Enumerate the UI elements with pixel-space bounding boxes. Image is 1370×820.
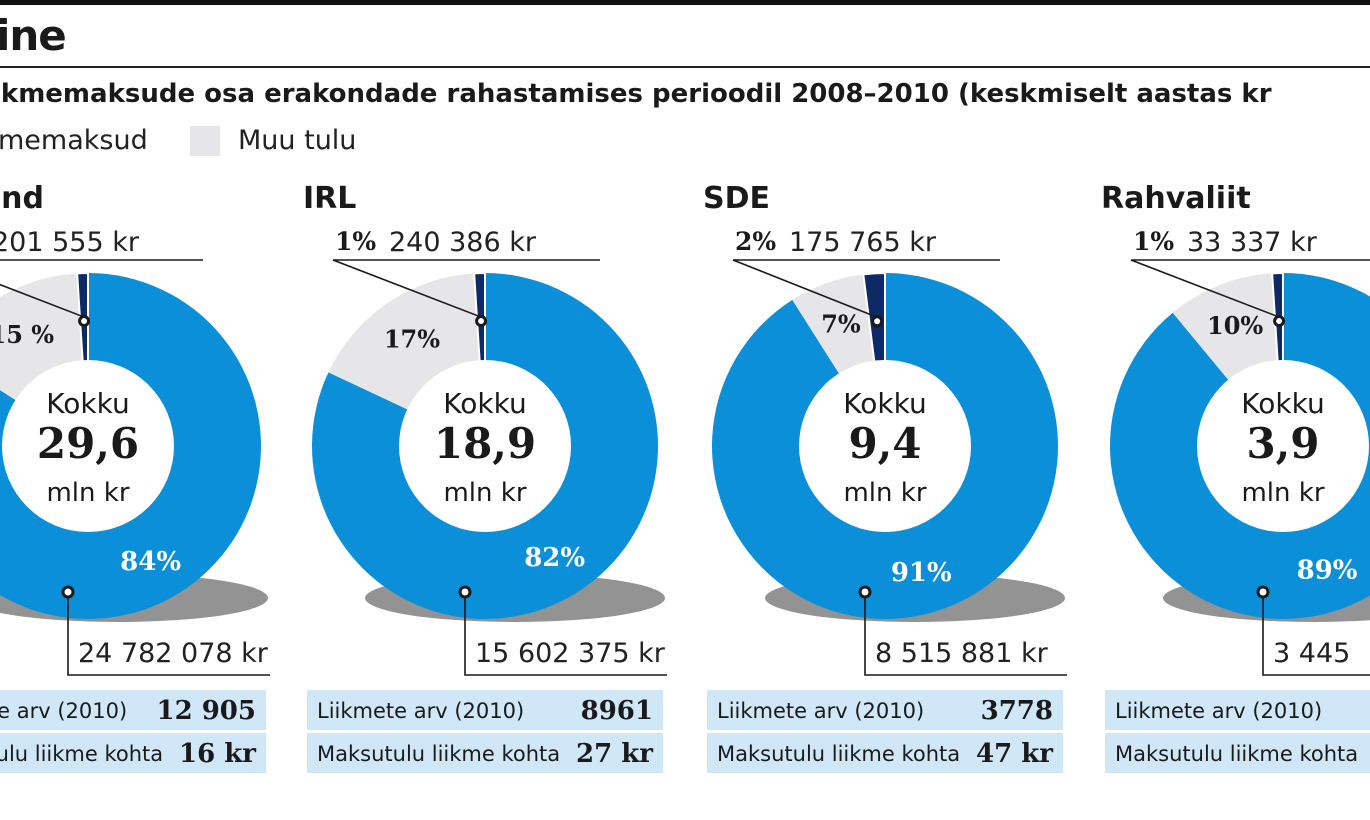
title-divider xyxy=(0,66,1370,68)
table-row-per-member xyxy=(307,733,663,773)
dues-percent-label: 89% xyxy=(1297,555,1358,585)
leader-line-dues xyxy=(864,597,1067,676)
total-value: 29,6 xyxy=(37,419,139,468)
small-amount: 201 555 kr xyxy=(0,227,140,258)
total-value: 3,9 xyxy=(1246,419,1319,468)
total-unit: mln kr xyxy=(1241,478,1324,508)
donut-hole xyxy=(799,360,971,532)
small-amount: 240 386 kr xyxy=(389,227,537,258)
leader-dot-dues xyxy=(458,585,472,599)
leader-line-dues xyxy=(1262,597,1370,676)
table-row-members xyxy=(307,690,663,730)
dues-amount: 15 602 375 kr xyxy=(475,638,666,669)
per-member-label: Maksutulu liikme kohta xyxy=(317,742,560,766)
per-member-label: Maksutulu liikme kohta xyxy=(717,742,960,766)
table-row-members xyxy=(1105,690,1370,730)
leader-line-dues xyxy=(67,597,270,676)
leader-dot-dues xyxy=(61,585,75,599)
chart-subtitle: ikmemaksude osa erakondade rahastamises … xyxy=(0,79,1272,109)
members-value: 8961 xyxy=(581,696,653,726)
dues-percent-label: 82% xyxy=(524,543,585,573)
leader-line-small xyxy=(0,259,203,318)
legend-swatch-other xyxy=(190,126,220,156)
small-amount: 175 765 kr xyxy=(789,227,937,258)
other-percent-label: 10% xyxy=(1207,311,1263,340)
members-label: Liikmete arv (2010) xyxy=(1115,699,1322,723)
donut-hole xyxy=(2,360,174,532)
members-value: 3778 xyxy=(981,696,1053,726)
per-member-value: 47 kr xyxy=(976,739,1053,769)
leader-line-small xyxy=(1130,259,1370,318)
table-row-members xyxy=(707,690,1063,730)
per-member-value: 27 kr xyxy=(576,739,653,769)
leader-line-small xyxy=(332,259,600,318)
total-unit: mln kr xyxy=(46,478,129,508)
total-label: Kokku xyxy=(46,387,129,420)
total-label: Kokku xyxy=(843,387,926,420)
members-label: Liikmete arv (2010) xyxy=(717,699,924,723)
total-label: Kokku xyxy=(1241,387,1324,420)
small-amount: 33 337 kr xyxy=(1187,227,1318,258)
donut-hole xyxy=(1197,360,1369,532)
per-member-label: Maksutulu liikme kohta xyxy=(1115,742,1358,766)
party-name: Rahvaliit xyxy=(1101,181,1251,216)
party-name: IRL xyxy=(303,181,356,216)
legend-other-label: Muu tulu xyxy=(238,125,357,156)
small-percent-label: 1% xyxy=(335,227,376,256)
members-label: Liikmete arv (2010) xyxy=(0,699,127,723)
dues-amount: 8 515 881 kr xyxy=(875,638,1049,669)
table-row-per-member xyxy=(1105,733,1370,773)
small-percent-label: 2% xyxy=(735,227,776,256)
total-unit: mln kr xyxy=(843,478,926,508)
per-member-label: Maksutulu liikme kohta xyxy=(0,742,163,766)
small-percent-label: 1% xyxy=(1133,227,1174,256)
leader-line-dues xyxy=(464,597,667,676)
page-title: ine xyxy=(0,11,67,60)
party-name: SDE xyxy=(703,181,770,216)
dues-percent-label: 91% xyxy=(891,558,952,588)
members-label: Liikmete arv (2010) xyxy=(317,699,524,723)
top-rule xyxy=(0,0,1370,5)
dues-amount: 24 782 078 kr xyxy=(78,638,269,669)
legend-dues-label: memaksud xyxy=(0,125,148,156)
other-percent-label: 7% xyxy=(821,310,861,339)
total-value: 9,4 xyxy=(848,419,921,468)
leader-dot-small xyxy=(78,315,91,328)
leader-dot-small xyxy=(871,315,884,328)
leader-line-small xyxy=(732,259,1000,318)
total-value: 18,9 xyxy=(434,419,536,468)
leader-dot-dues xyxy=(858,585,872,599)
total-label: Kokku xyxy=(443,387,526,420)
leader-dot-small xyxy=(475,315,488,328)
leader-dot-dues xyxy=(1256,585,1270,599)
donut-hole xyxy=(399,360,571,532)
members-value: 12 905 xyxy=(156,696,256,726)
table-row-per-member xyxy=(0,733,266,773)
total-unit: mln kr xyxy=(443,478,526,508)
other-percent-label: 15 % xyxy=(0,320,54,349)
table-row-members xyxy=(0,690,266,730)
dues-percent-label: 84% xyxy=(120,547,181,577)
dues-amount: 3 445 xyxy=(1273,638,1350,669)
per-member-value: 16 kr xyxy=(179,739,256,769)
table-row-per-member xyxy=(707,733,1063,773)
leader-dot-small xyxy=(1273,315,1286,328)
party-name: erakond xyxy=(0,181,44,216)
other-percent-label: 17% xyxy=(384,324,440,353)
